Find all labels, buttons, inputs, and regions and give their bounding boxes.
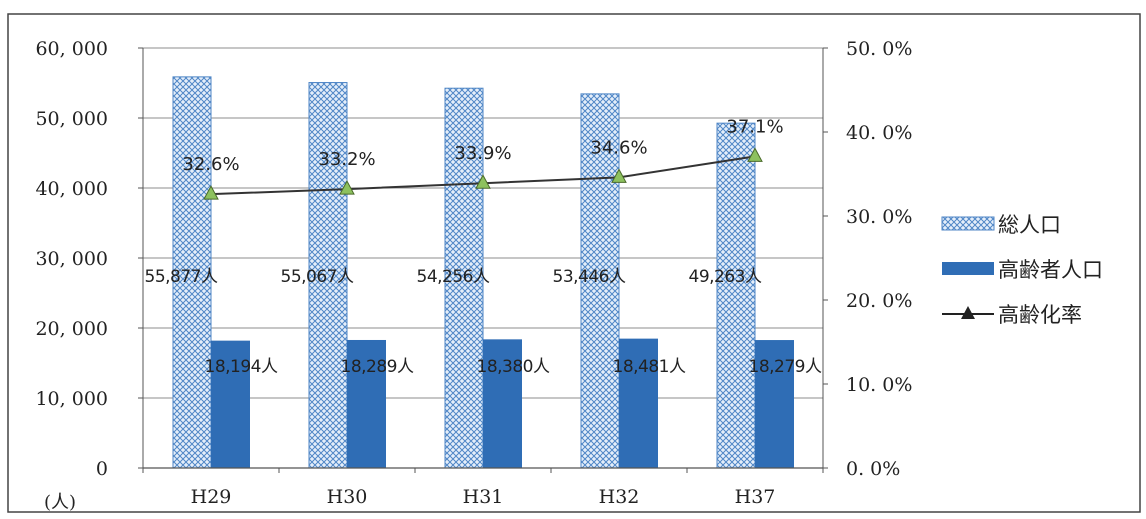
data-label-aging-rate: 34.6% <box>590 137 647 158</box>
legend-swatch-total-population <box>941 216 995 231</box>
bar-total-population <box>172 76 212 469</box>
marker-aging-rate <box>203 185 219 200</box>
line-layer <box>203 147 763 200</box>
y-left-tick-label: 40, 000 <box>35 178 108 200</box>
data-label-total-population: 55,067人 <box>281 267 354 287</box>
legend-label-elderly-population: 高齢者人口 <box>998 258 1103 282</box>
data-label-total-population: 55,877人 <box>145 267 218 287</box>
data-label-elderly-population: 18,289人 <box>341 357 414 377</box>
data-label-elderly-population: 18,279人 <box>749 357 822 377</box>
bar-elderly-population <box>619 338 658 468</box>
x-tick-label: H30 <box>327 486 368 508</box>
marker-aging-rate <box>339 180 355 195</box>
legend-label-aging-rate: 高齢化率 <box>998 303 1082 327</box>
y-left-tick-label: 0 <box>96 458 108 480</box>
bar-elderly-population <box>211 340 250 468</box>
data-label-aging-rate: 33.2% <box>318 149 375 170</box>
y-right-tick-label: 10. 0% <box>846 374 912 396</box>
x-tick-label: H37 <box>735 486 776 508</box>
y-left-tick-label: 60, 000 <box>35 38 108 60</box>
y-right-tick-label: 40. 0% <box>846 122 912 144</box>
y-right-tick-label: 30. 0% <box>846 206 912 228</box>
x-tick-label: H32 <box>599 486 640 508</box>
bar-layer <box>172 76 794 469</box>
y-left-tick-label: 50, 000 <box>35 108 108 130</box>
marker-aging-rate <box>611 168 627 183</box>
y-left-tick-label: 30, 000 <box>35 248 108 270</box>
marker-aging-rate <box>475 174 491 189</box>
data-label-total-population: 49,263人 <box>689 267 762 287</box>
legend-swatch-aging-rate-marker <box>961 306 975 319</box>
data-label-total-population: 54,256人 <box>417 267 490 287</box>
bar-total-population <box>716 122 756 469</box>
axis-layer: 0 10, 000 20, 000 30, 000 40, 000 50, 000 60, … <box>35 38 912 513</box>
data-label-total-population: 53,446人 <box>553 267 626 287</box>
data-label-elderly-population: 18,380人 <box>477 357 550 377</box>
legend-swatch-elderly-population <box>942 262 994 275</box>
y-right-tick-label: 0. 0% <box>846 458 900 480</box>
data-label-aging-rate: 33.9% <box>454 143 511 164</box>
y-left-unit-label: (人) <box>44 492 76 513</box>
bar-elderly-population <box>483 339 522 468</box>
data-label-aging-rate: 32.6% <box>182 154 239 175</box>
marker-aging-rate <box>747 147 763 162</box>
y-left-tick-label: 10, 000 <box>35 388 108 410</box>
bar-elderly-population <box>347 339 386 468</box>
x-tick-label: H29 <box>191 486 232 508</box>
legend-label-total-population: 総人口 <box>998 213 1061 237</box>
y-left-tick-label: 20, 000 <box>35 318 108 340</box>
bar-elderly-population <box>755 340 794 468</box>
data-label-elderly-population: 18,481人 <box>613 357 686 377</box>
x-tick-label: H31 <box>463 486 504 508</box>
label-layer: 55,877人 18,194人 32.6% 55,067人 18,289人 33.2% 54… <box>145 116 823 377</box>
bar-total-population <box>444 87 484 469</box>
data-label-elderly-population: 18,194人 <box>205 357 278 377</box>
y-right-tick-label: 20. 0% <box>846 290 912 312</box>
data-label-aging-rate: 37.1% <box>726 116 783 137</box>
y-right-tick-label: 50. 0% <box>846 38 912 60</box>
